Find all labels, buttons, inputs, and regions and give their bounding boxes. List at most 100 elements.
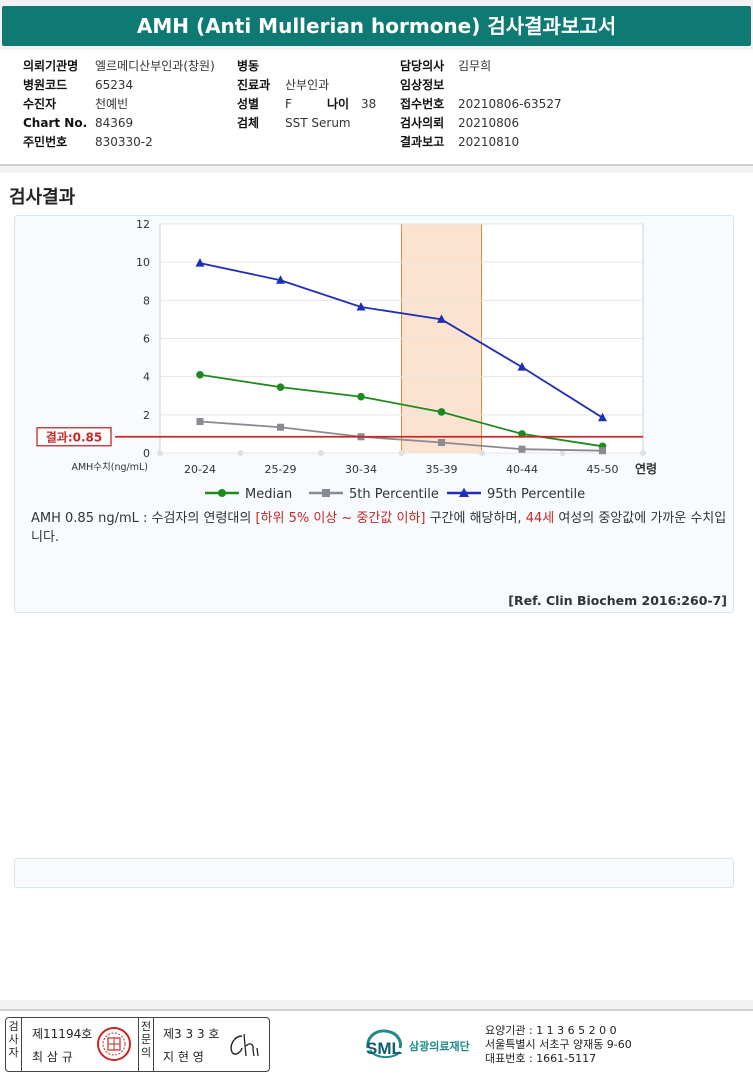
result-label-box bbox=[36, 427, 112, 447]
value-age: 38 bbox=[361, 97, 377, 111]
x-tick-label: 35-39 bbox=[426, 463, 458, 476]
report-title: AMH (Anti Mullerian hormone) 검사결과보고서 bbox=[2, 6, 751, 46]
sml-logo-icon: SML 삼광의료재단 bbox=[366, 1029, 470, 1058]
data-point bbox=[518, 430, 526, 438]
data-point bbox=[195, 258, 205, 267]
y-tick-label: 6 bbox=[143, 333, 150, 346]
logo-text: SML bbox=[366, 1039, 402, 1058]
specialist-label-text: 전문의 bbox=[140, 1020, 152, 1059]
label-age: 나이 bbox=[327, 97, 350, 111]
legend-label-2: 95th Percentile bbox=[487, 487, 585, 502]
specialist-number: 제3 3 3 호 bbox=[163, 1027, 220, 1041]
result-description: AMH 0.85 ng/mL : 수검자의 연령대의 [하위 5% 이상 ~ 중… bbox=[31, 509, 731, 547]
signature-box: 검사자 제11194호 최 삼 규 전문의 제3 3 3 호 지 현 영 bbox=[5, 1017, 270, 1072]
result-label: 결과:0.85 bbox=[46, 429, 103, 444]
value-department: 산부인과 bbox=[285, 78, 330, 92]
institution-code: 요양기관 : 1 1 3 6 5 2 0 0 bbox=[485, 1024, 617, 1037]
info-column-2: 병동 진료과 산부인과 성별 F 나이 38 검체 SST Serum bbox=[237, 57, 376, 133]
phone: 대표번호 : 1661-5117 bbox=[485, 1052, 597, 1065]
y-tick-label: 0 bbox=[143, 447, 150, 460]
examiner-number: 제11194호 bbox=[32, 1027, 93, 1041]
data-point bbox=[276, 383, 285, 391]
label-doctor: 담당의사 bbox=[400, 59, 445, 73]
value-chart-no: 84369 bbox=[95, 116, 134, 130]
data-point bbox=[437, 314, 446, 323]
series-line-1 bbox=[199, 420, 603, 452]
data-point bbox=[517, 362, 527, 371]
specialist-name: 지 현 영 bbox=[163, 1050, 204, 1064]
divider bbox=[0, 164, 753, 166]
data-point bbox=[276, 275, 285, 284]
label-sex: 성별 bbox=[237, 97, 260, 111]
title-bar: AMH (Anti Mullerian hormone) 검사결과보고서 bbox=[0, 0, 753, 50]
reference: [Ref. Clin Biochem 2016:260-7] bbox=[508, 593, 727, 608]
data-point bbox=[196, 370, 204, 379]
empty-panel bbox=[14, 858, 734, 888]
desc-age: 44세 bbox=[525, 511, 555, 526]
label-specimen: 검체 bbox=[237, 116, 260, 130]
x-axis-dot bbox=[318, 450, 324, 456]
divider-band bbox=[0, 166, 753, 173]
x-tick-label: 40-44 bbox=[506, 463, 538, 476]
desc-part1: AMH 0.85 ng/mL : 수검자의 연령대의 bbox=[31, 511, 256, 526]
label-request-date: 검사의뢰 bbox=[400, 116, 445, 130]
value-hospital-code: 65234 bbox=[95, 78, 134, 92]
x-axis-label: 연령 bbox=[635, 461, 657, 476]
desc-range: [하위 5% 이상 ~ 중간값 이하] bbox=[255, 511, 426, 526]
value-report-date: 20210810 bbox=[458, 135, 520, 149]
specialist-signature-icon bbox=[230, 1033, 259, 1057]
x-tick-label: 25-29 bbox=[265, 463, 297, 476]
data-point bbox=[356, 302, 366, 311]
footer-divider bbox=[0, 1009, 753, 1011]
x-axis-dot bbox=[398, 450, 405, 456]
legend-label-0: Median bbox=[245, 487, 292, 502]
value-request-date: 20210806 bbox=[458, 116, 520, 130]
y-tick-label: 8 bbox=[143, 294, 150, 307]
address: 서울특별시 서초구 양재동 9-60 bbox=[485, 1038, 632, 1051]
data-point bbox=[598, 412, 607, 422]
data-point bbox=[196, 418, 204, 426]
label-receipt-no: 접수번호 bbox=[400, 97, 445, 111]
specialist-label: 전문의 bbox=[138, 1018, 154, 1071]
legend-marker bbox=[322, 489, 330, 497]
value-resident-no: 830330-2 bbox=[95, 135, 153, 149]
y-tick-label: 10 bbox=[136, 256, 150, 269]
legend-marker bbox=[218, 489, 226, 497]
x-tick-label: 20-24 bbox=[184, 463, 216, 476]
data-point bbox=[438, 439, 445, 447]
data-point bbox=[437, 408, 446, 416]
examiner-label: 검사자 bbox=[6, 1018, 22, 1071]
label-department: 진료과 bbox=[237, 78, 271, 92]
value-institution: 엘르메디산부인과(창원) bbox=[95, 59, 215, 73]
label-patient: 수진자 bbox=[23, 97, 57, 111]
info-column-1: 의뢰기관명 엘르메디산부인과(창원) 병원코드 65234 수진자 천예빈 Chart… bbox=[23, 57, 215, 152]
examiner-seal-icon bbox=[97, 1027, 131, 1061]
desc-part2: 구간에 해당하며, bbox=[425, 511, 526, 526]
x-axis-dot bbox=[559, 450, 566, 456]
examiner-name: 최 삼 규 bbox=[32, 1050, 73, 1064]
footer-band bbox=[0, 1000, 753, 1009]
value-receipt-no: 20210806-63527 bbox=[458, 97, 562, 111]
label-institution: 의뢰기관명 bbox=[23, 59, 79, 73]
examiner-label-text: 검사자 bbox=[8, 1020, 19, 1059]
data-point bbox=[357, 392, 365, 401]
x-axis-dot bbox=[157, 450, 163, 456]
data-point bbox=[599, 447, 606, 455]
data-point bbox=[518, 445, 526, 453]
y-tick-label: 2 bbox=[143, 409, 150, 422]
label-clinical-info: 임상정보 bbox=[400, 78, 445, 92]
x-axis-dot bbox=[640, 450, 646, 456]
result-panel: 0 2 4 6 8 10 12 20-24 25-29 30-34 35-39 40-44 45-50 연… bbox=[14, 215, 734, 613]
value-specimen: SST Serum bbox=[285, 116, 351, 130]
label-ward: 병동 bbox=[237, 59, 260, 73]
data-point bbox=[277, 423, 284, 431]
footer-info: 요양기관 : 1 1 3 6 5 2 0 0 서울특별시 서초구 양재동 9-6… bbox=[485, 1024, 632, 1066]
label-chart-no: Chart No. bbox=[23, 116, 88, 130]
x-tick-label: 45-50 bbox=[587, 463, 619, 476]
x-axis-dot bbox=[237, 450, 244, 456]
value-patient: 천예빈 bbox=[95, 97, 129, 111]
amh-chart: 0 2 4 6 8 10 12 20-24 25-29 30-34 35-39 40-44 45-50 연… bbox=[36, 218, 657, 502]
info-column-3: 담당의사 김무희 임상정보 접수번호 20210806-63527 검사의뢰 2021… bbox=[400, 57, 562, 152]
desc-part3: 여성의 중앙값에 가까운 수치입니다. bbox=[31, 511, 727, 545]
series-line-2 bbox=[199, 262, 603, 419]
